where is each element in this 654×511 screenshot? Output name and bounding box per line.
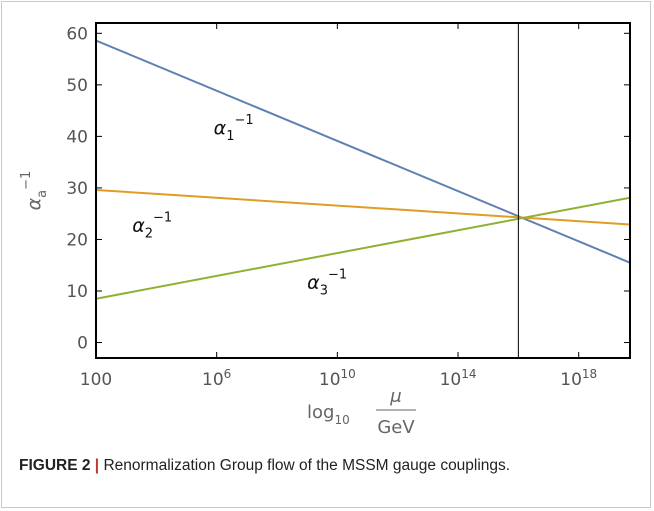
x-tick-label: 100 (80, 370, 112, 390)
y-tick-label: 40 (66, 127, 88, 147)
figure-caption: FIGURE 2 | Renormalization Group flow of… (19, 457, 639, 475)
y-tick-label: 0 (77, 334, 88, 354)
x-tick-label: 106 (202, 367, 231, 390)
x-axis-label-denominator: GeV (377, 417, 415, 438)
y-tick-label: 30 (66, 179, 88, 199)
series-label-alpha2: α2−1 (132, 211, 172, 242)
series-label-alpha3: α3−1 (307, 267, 347, 298)
series-line-alpha3 (96, 196, 630, 300)
y-tick-label: 20 (66, 230, 88, 250)
series-line-alpha2 (96, 188, 630, 226)
x-tick-label: 1018 (560, 367, 597, 390)
caption-separator: | (94, 457, 100, 474)
x-axis-label: log10 (307, 402, 350, 427)
figure-label: FIGURE 2 (19, 457, 91, 474)
caption-text: Renormalization Group flow of the MSSM g… (103, 457, 511, 474)
series-label-alpha1: α1−1 (214, 113, 254, 144)
y-tick-label: 50 (66, 76, 88, 96)
y-tick-label: 10 (66, 282, 88, 302)
series-line-alpha1 (96, 39, 630, 264)
y-tick-label: 60 (66, 24, 88, 44)
plot-frame (95, 22, 631, 359)
x-tick-label: 1010 (319, 367, 356, 390)
rg-flow-chart: 0 10 20 30 40 50 60 100 106 1010 1014 1018 α1−1 α2−1 α… (19, 22, 631, 438)
y-axis-label: αa−1 (19, 171, 50, 211)
x-tick-label: 1014 (440, 367, 477, 390)
x-axis-label-numerator: μ (389, 386, 401, 407)
